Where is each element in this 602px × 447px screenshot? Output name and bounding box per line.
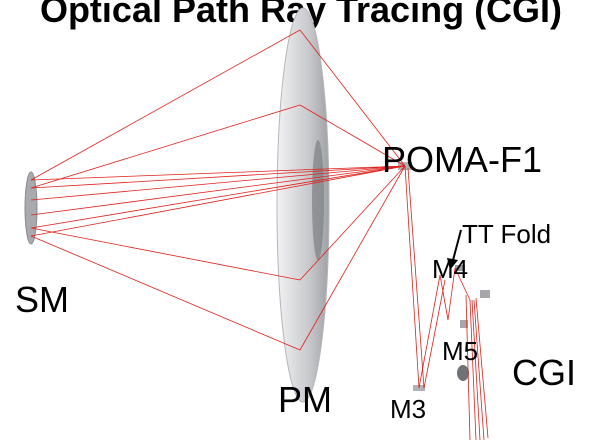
label: TT Fold [462, 219, 551, 249]
label: CGI [512, 352, 576, 393]
pm-hole [312, 140, 324, 260]
label: M5 [442, 336, 478, 366]
label: SM [15, 279, 69, 320]
diagram: Optical Path Ray Tracing (CGI) SM PM POM… [0, 0, 602, 447]
secondary-mirror [25, 172, 37, 244]
rays [31, 30, 488, 440]
cgi-element [457, 365, 469, 381]
label: M3 [390, 394, 426, 424]
label: PM [278, 379, 332, 420]
label: POMA-F1 [382, 139, 542, 180]
label: M4 [432, 254, 468, 284]
cgi-element [480, 290, 490, 298]
